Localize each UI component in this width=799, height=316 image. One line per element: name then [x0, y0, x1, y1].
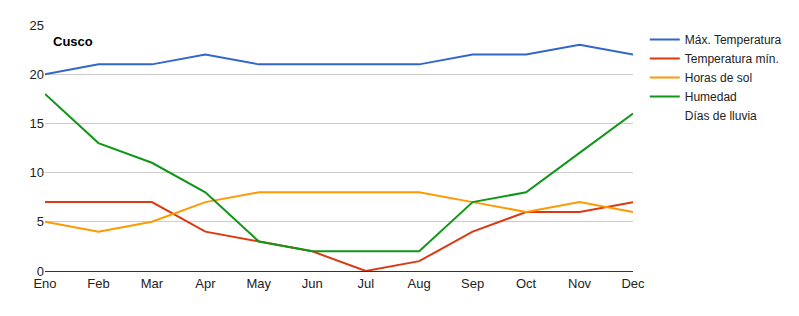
svg-text:10: 10	[30, 165, 44, 180]
svg-text:Apr: Apr	[195, 276, 216, 291]
svg-text:Eno: Eno	[33, 276, 56, 291]
svg-text:Mar: Mar	[141, 276, 164, 291]
svg-text:Nov: Nov	[568, 276, 592, 291]
svg-text:May: May	[247, 276, 272, 291]
svg-text:Temperatura mín.: Temperatura mín.	[685, 52, 779, 66]
svg-text:Aug: Aug	[408, 276, 431, 291]
svg-text:Oct: Oct	[516, 276, 537, 291]
svg-text:Cusco: Cusco	[53, 34, 93, 49]
svg-text:20: 20	[30, 67, 44, 82]
svg-text:Jul: Jul	[357, 276, 374, 291]
svg-text:Dec: Dec	[621, 276, 645, 291]
svg-text:Máx. Temperatura: Máx. Temperatura	[685, 33, 782, 47]
svg-text:Días de lluvia: Días de lluvia	[685, 109, 757, 123]
svg-text:25: 25	[30, 18, 44, 33]
svg-text:Horas de sol: Horas de sol	[685, 71, 752, 85]
svg-text:Feb: Feb	[87, 276, 109, 291]
svg-text:15: 15	[30, 116, 44, 131]
svg-text:5: 5	[37, 214, 44, 229]
svg-text:Sep: Sep	[461, 276, 484, 291]
svg-text:Jun: Jun	[302, 276, 323, 291]
svg-text:Humedad: Humedad	[685, 90, 737, 104]
svg-text:0: 0	[37, 264, 44, 279]
